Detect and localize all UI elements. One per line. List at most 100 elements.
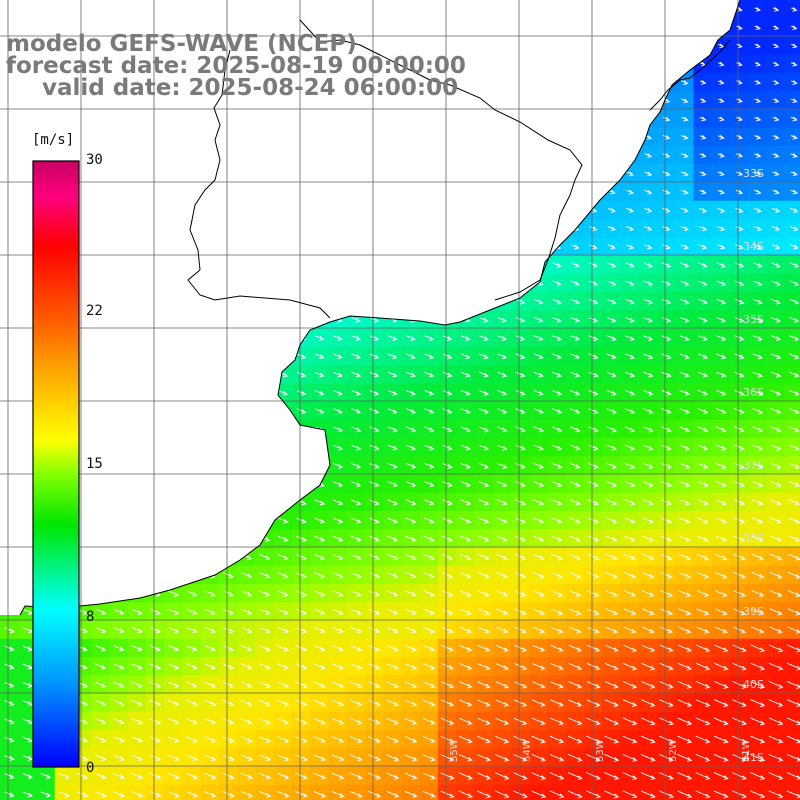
wind-cell (784, 0, 800, 19)
wind-cell (346, 784, 366, 800)
lat-label: 36S (743, 386, 764, 399)
colorbar-tick-0: 0 (86, 760, 95, 776)
wind-cell (784, 36, 800, 56)
wind-cell (182, 784, 202, 800)
colorbar-tick-22: 22 (86, 303, 103, 319)
wind-cell (0, 784, 19, 800)
wind-cell (784, 657, 800, 676)
wind-cell (784, 547, 800, 567)
lon-label: 51W (741, 739, 752, 762)
lon-label: 54W (522, 739, 533, 762)
wind-cell (784, 511, 800, 530)
wind-cell (620, 784, 640, 800)
wind-cell (292, 784, 311, 800)
wind-cell (784, 109, 800, 129)
wind-cell (784, 146, 800, 165)
wind-cell (438, 784, 457, 800)
wind-cell (766, 784, 786, 800)
wind-cell (748, 784, 768, 800)
wind-cell (784, 182, 800, 202)
wind-cell (36, 784, 56, 800)
wind-cell (784, 219, 800, 238)
lat-label: 34S (743, 240, 764, 253)
wind-cell (127, 784, 147, 800)
wind-cell (784, 54, 800, 74)
wind-cell (273, 784, 293, 800)
wind-cell (784, 310, 800, 330)
wind-cell (784, 711, 800, 731)
wind-cell (693, 784, 713, 800)
wind-cell (784, 438, 800, 457)
wind-cell (784, 529, 800, 549)
wind-cell (784, 584, 800, 603)
wind-cell (784, 456, 800, 476)
lat-label: 33S (743, 167, 764, 180)
wind-cell (784, 200, 800, 220)
lat-label: 38S (743, 532, 764, 545)
wind-cell (784, 492, 800, 512)
wind-cell (419, 784, 439, 800)
wind-cell (237, 784, 257, 800)
wind-cell (474, 784, 494, 800)
lon-label: 53W (595, 739, 606, 762)
wind-cell (784, 401, 800, 421)
wind-cell (529, 784, 549, 800)
wind-cell (73, 784, 92, 800)
wind-cell (164, 784, 184, 800)
wind-cell (310, 784, 330, 800)
wind-cell (784, 620, 800, 640)
wind-cell (565, 784, 585, 800)
wind-cell (401, 784, 421, 800)
wind-cell (784, 638, 800, 658)
wind-cell (784, 730, 800, 749)
wind-cell (91, 784, 111, 800)
valid-date: valid date: 2025-08-24 06:00:00 (42, 75, 459, 101)
colorbar-unit: [m/s] (32, 132, 75, 148)
wind-cell (784, 164, 800, 184)
wind-cell (109, 784, 129, 800)
wind-cell (547, 784, 567, 800)
lon-label: 52W (668, 739, 679, 762)
wind-cell (219, 784, 238, 800)
lat-label: 35S (743, 313, 764, 326)
wind-cell (255, 784, 275, 800)
colorbar-tick-30: 30 (86, 152, 103, 168)
wind-cell (784, 91, 800, 111)
wind-cell (784, 383, 800, 403)
wind-cell (784, 565, 800, 585)
wind-cell (146, 784, 165, 800)
wind-cell (638, 784, 658, 800)
wind-cell (711, 784, 731, 800)
wind-cell (784, 328, 800, 348)
wind-cell (784, 273, 800, 293)
wind-cell (784, 474, 800, 494)
wind-cell (675, 784, 695, 800)
wind-cell (584, 784, 603, 800)
wind-cell (784, 18, 800, 38)
wind-cell (784, 602, 800, 622)
wind-cell (200, 784, 220, 800)
wind-cell (784, 675, 800, 695)
lat-label: 39S (743, 605, 764, 618)
lon-label: 55W (449, 739, 460, 762)
wind-cell (784, 748, 800, 768)
wind-cell (784, 419, 800, 439)
wind-cell (784, 127, 800, 147)
wind-cell (784, 292, 800, 311)
colorbar-tick-8: 8 (86, 609, 95, 625)
wind-cell (54, 784, 74, 800)
wind-cell (657, 784, 676, 800)
colorbar (32, 160, 80, 768)
wind-cell (602, 784, 622, 800)
wind-cell (328, 784, 348, 800)
wind-cell (784, 365, 800, 384)
wind-cell (730, 784, 749, 800)
wind-cell (784, 255, 800, 275)
wind-cell (784, 693, 800, 713)
wind-cell (784, 73, 800, 92)
wind-cell (784, 346, 800, 366)
colorbar-tick-15: 15 (86, 456, 103, 472)
wind-cell (492, 784, 512, 800)
wind-cell (511, 784, 530, 800)
